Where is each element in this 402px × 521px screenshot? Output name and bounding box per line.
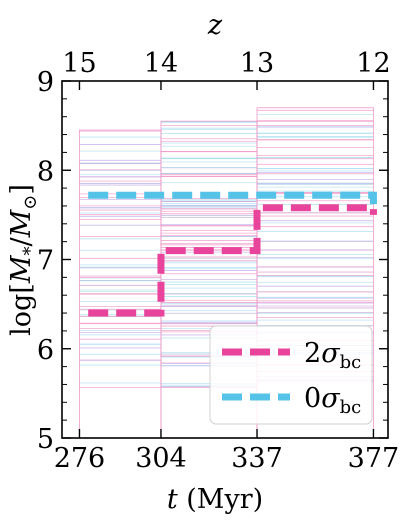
tick-labels: 276 304 337 377 15 14 13 12 5 6 7 8 9	[37, 48, 399, 474]
bottom-axis-label: t (Myr)	[167, 484, 263, 515]
y-tick-label: 9	[37, 67, 54, 98]
series-line-0σbc	[88, 191, 377, 205]
y-tick-label: 7	[37, 246, 54, 277]
y-tick-label: 5	[37, 424, 54, 455]
axis-ticks	[62, 80, 388, 439]
series-layer	[88, 191, 377, 317]
legend-label: 2σbc	[304, 338, 361, 373]
top-tick-label: 15	[62, 48, 96, 79]
y-tick-label: 8	[37, 156, 54, 187]
y-tick-label: 6	[37, 335, 54, 366]
x-tick-label: 276	[54, 443, 106, 474]
x-tick-label: 337	[231, 443, 283, 474]
top-tick-label: 13	[240, 48, 274, 79]
top-tick-label: 12	[356, 48, 390, 79]
x-tick-label: 377	[348, 443, 400, 474]
left-axis-label: log[M*/M⊙]	[6, 184, 41, 336]
legend-label: 0σbc	[304, 383, 361, 418]
x-tick-label: 304	[135, 443, 187, 474]
top-tick-label: 14	[144, 48, 178, 79]
legend: 2σbc 0σbc	[209, 325, 373, 425]
series-line-2σbc	[88, 204, 377, 317]
top-axis-label: z	[207, 10, 223, 41]
